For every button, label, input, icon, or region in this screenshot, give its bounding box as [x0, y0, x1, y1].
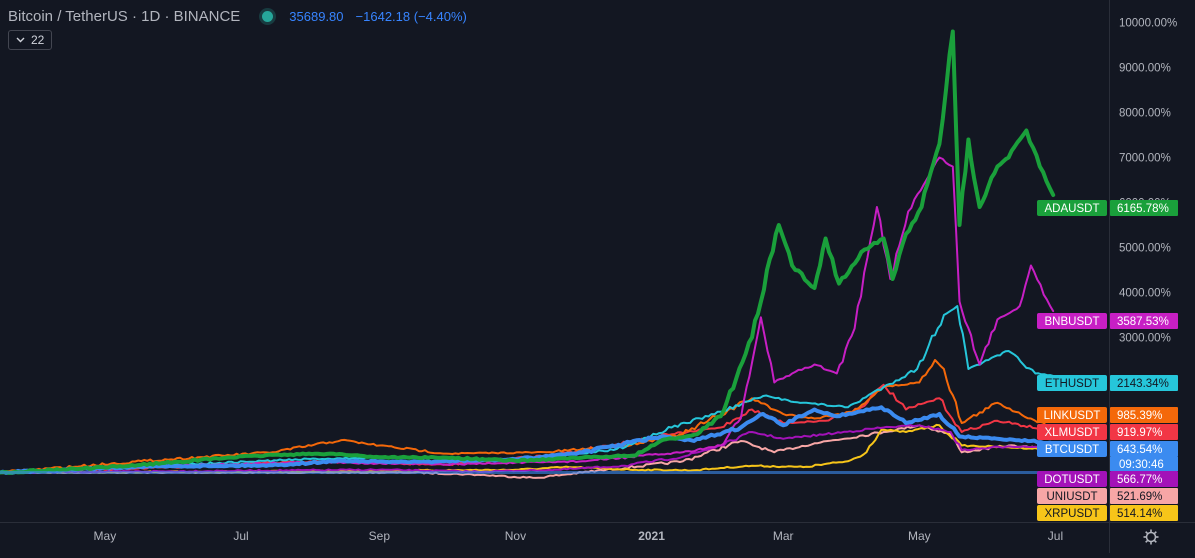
legend-value: 514.14% — [1117, 508, 1162, 520]
legend-value: 3587.53% — [1117, 316, 1169, 328]
legend-value-pill — [1110, 505, 1178, 521]
legend-symbol-pill — [1037, 488, 1107, 504]
series-line-bnbusdt[interactable] — [0, 156, 1055, 474]
legend-symbol-name: ETHUSDT — [1045, 378, 1099, 390]
legend-symbol-pill — [1037, 200, 1107, 216]
y-tick-label: 3000.00% — [1119, 333, 1171, 345]
legend-value-pill — [1110, 488, 1178, 504]
legend-tag-adausdt[interactable]: ADAUSDT 6165.78% — [1037, 200, 1178, 216]
symbol-header: Bitcoin / TetherUS · 1D · BINANCE 35689.… — [8, 6, 467, 26]
market-status-dot — [262, 10, 274, 22]
series-line-adausdt[interactable] — [0, 29, 1056, 475]
x-tick-label: 2021 — [638, 529, 665, 543]
collapse-indicators-button[interactable]: 22 — [8, 30, 53, 50]
legend-symbol-name: DOTUSDT — [1044, 474, 1100, 486]
legend-tag-bnbusdt[interactable]: BNBUSDT 3587.53% — [1037, 313, 1178, 329]
last-price: 35689.80 — [289, 8, 344, 24]
legend-symbol-name: BNBUSDT — [1045, 316, 1100, 328]
legend-tag-linkusdt[interactable]: LINKUSDT 985.39% — [1037, 407, 1178, 423]
legend-symbol-pill — [1037, 424, 1107, 440]
legend-value-pill — [1110, 375, 1178, 391]
legend-symbol-name: ADAUSDT — [1045, 203, 1100, 215]
series-line-linkusdt[interactable] — [0, 359, 1055, 475]
legend-value: 566.77% — [1117, 474, 1162, 486]
price-change: −1642.18 (−4.40%) — [355, 8, 467, 24]
legend-symbol-name: UNIUSDT — [1046, 491, 1097, 503]
legend-symbol-pill — [1037, 441, 1107, 457]
legend-tag-uniusdt[interactable]: UNIUSDT 521.69% — [1037, 488, 1178, 504]
legend-symbol-pill — [1037, 313, 1107, 329]
indicator-count: 22 — [31, 33, 45, 47]
legend-tag-ethusdt[interactable]: ETHUSDT 2143.34% — [1037, 375, 1178, 391]
legend-value-pill — [1110, 441, 1178, 457]
bar-countdown-bg — [1110, 457, 1178, 471]
gear-icon-ring — [1145, 531, 1157, 543]
x-tick-label: Jul — [1048, 529, 1063, 543]
x-tick-label: Nov — [505, 529, 526, 543]
legend-tag-xrpusdt[interactable]: XRPUSDT 514.14% — [1037, 505, 1178, 521]
y-tick-label: 5000.00% — [1119, 243, 1171, 255]
x-tick-label: May — [94, 529, 117, 543]
legend-value: 985.39% — [1117, 410, 1162, 422]
legend-value-pill — [1110, 313, 1178, 329]
gear-icon-tooth — [1145, 539, 1149, 543]
legend-symbol-name: LINKUSDT — [1044, 410, 1101, 422]
y-tick-label: 10000.00% — [1119, 18, 1177, 30]
gear-icon-tooth — [1145, 531, 1149, 535]
y-tick-label: 9000.00% — [1119, 63, 1171, 75]
legend-value: 6165.78% — [1117, 203, 1169, 215]
x-tick-label: Jul — [233, 529, 248, 543]
legend-value-pill — [1110, 424, 1178, 440]
symbol-title[interactable]: Bitcoin / TetherUS · 1D · BINANCE — [8, 7, 241, 25]
chevron-down-icon — [16, 37, 25, 43]
legend-symbol-name: BTCUSDT — [1045, 444, 1099, 456]
series-line-ethusdt[interactable] — [0, 305, 1055, 475]
x-tick-label: May — [908, 529, 931, 543]
legend-value-pill — [1110, 200, 1178, 216]
y-tick-label: 8000.00% — [1119, 108, 1171, 120]
series-line-btcusdt[interactable] — [0, 405, 1056, 475]
legend-tag-dotusdt[interactable]: DOTUSDT 566.77% — [1037, 471, 1178, 487]
y-tick-label: 4000.00% — [1119, 288, 1171, 300]
gear-icon[interactable] — [1143, 529, 1159, 545]
x-tick-label: Sep — [369, 529, 391, 543]
legend-value: 2143.34% — [1117, 378, 1169, 390]
gear-icon-tooth — [1153, 539, 1157, 543]
legend-tag-xlmusdt[interactable]: XLMUSDT 919.97% — [1037, 424, 1178, 440]
gear-icon-tooth — [1153, 531, 1157, 535]
legend-value: 643.54% — [1117, 444, 1162, 456]
y-tick-label: 7000.00% — [1119, 153, 1171, 165]
legend-tag-btcusdt[interactable]: BTCUSDT 643.54% — [1037, 441, 1178, 457]
legend-symbol-name: XRPUSDT — [1045, 508, 1100, 520]
legend-value: 521.69% — [1117, 491, 1162, 503]
legend-symbol-name: XLMUSDT — [1045, 427, 1100, 439]
legend-symbol-pill — [1037, 375, 1107, 391]
time-axis[interactable] — [0, 522, 1195, 553]
legend-symbol-pill — [1037, 407, 1107, 423]
x-tick-label: Mar — [773, 529, 794, 543]
bar-countdown: 09:30:46 — [1119, 459, 1164, 471]
legend-value: 919.97% — [1117, 427, 1162, 439]
legend-value-pill — [1110, 471, 1178, 487]
legend-value-pill — [1110, 407, 1178, 423]
legend-symbol-pill — [1037, 505, 1107, 521]
legend-symbol-pill — [1037, 471, 1107, 487]
